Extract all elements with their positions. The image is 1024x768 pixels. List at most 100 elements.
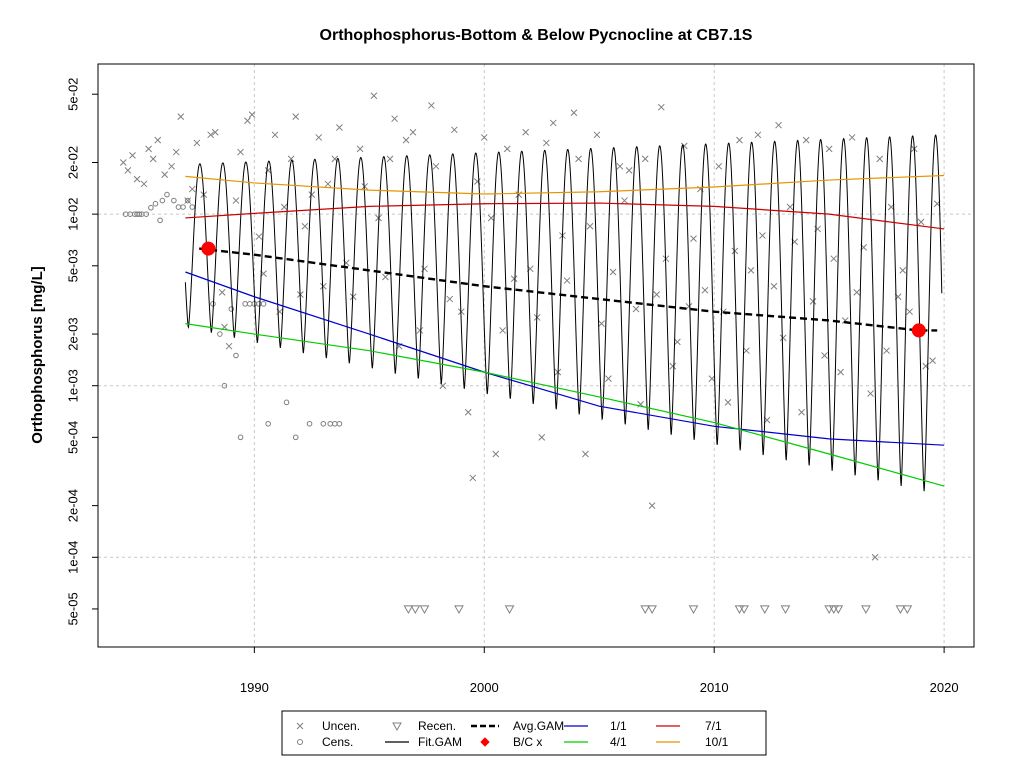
legend-entry: Cens. [297,735,353,749]
uncensored-point [255,233,263,240]
uncensored-point [731,247,739,255]
uncensored-point [701,286,709,294]
legend-label: 7/1 [705,719,722,733]
y-tick-label: 2e-04 [65,489,80,522]
uncensored-point [867,390,874,397]
uncensored-point [929,357,936,364]
uncensored-point [177,113,185,121]
uncensored-point [119,159,127,166]
uncensored-point [469,474,477,482]
y-tick-label: 5e-03 [65,249,80,282]
legend-entry: 1/1 [564,719,627,733]
legend: Uncen. Cens. Recen. Fit.GAM Avg.GAM B/C x 1/1 4… [281,710,767,756]
uncensored-point [324,180,332,188]
uncensored-point [432,162,440,170]
recensored-point [895,605,906,614]
uncensored-point [779,334,787,342]
uncensored-point [409,128,417,136]
censored-point [217,331,223,337]
uncensored-point [690,235,697,242]
uncensored-point [510,275,518,283]
censored-point [265,420,271,427]
legend-entry: 10/1 [656,735,729,749]
legend-label: Recen. [418,719,456,733]
uncensored-point [244,117,251,125]
uncensored-point [140,180,148,188]
legend-label: Avg.GAM [513,719,564,733]
uncensored-point [184,197,192,204]
uncensored-point [464,408,472,416]
censored-point [228,306,235,312]
uncensored-point [609,268,617,276]
censored-point [171,197,177,204]
censored-point [306,420,313,427]
legend-box [281,710,767,756]
uncensored-point [825,145,833,153]
uncensored-point [129,152,136,159]
uncensored-point [402,136,410,144]
uncensored-point [271,131,279,139]
censored-point [283,399,290,406]
uncensored-point [248,111,256,119]
uncensored-point [563,277,571,284]
uncensored-point [906,308,913,316]
series-line-4-1 [185,323,945,487]
uncensored-point [172,148,180,156]
x-tick-label: 1990 [240,680,269,695]
censored-point [143,211,150,217]
uncensored-point [487,214,495,222]
chart-title: Orthophosphorus-Bottom & Below Pycnoclin… [320,27,753,44]
legend-entry: Recen. [392,719,456,733]
recensored-point [739,605,749,614]
y-tick-label: 5e-02 [65,78,80,111]
uncensored-point [188,185,196,193]
uncensored-point [211,128,219,136]
series-line-7-1 [185,202,945,230]
legend-entry: Avg.GAM [471,719,564,733]
uncensored-point [542,139,550,147]
uncensored-point [802,136,810,144]
uncensored-point [917,218,925,226]
uncensored-point [161,171,169,178]
uncensored-point [871,553,879,561]
uncensored-point [747,267,755,274]
plot-frame [97,63,975,648]
uncensored-point [145,145,152,153]
recensored-point [403,605,414,614]
uncensored-point [391,115,398,123]
legend-entry: 4/1 [564,735,627,749]
uncensored-point [754,131,762,139]
uncensored-point [605,375,612,382]
uncensored-point [522,128,530,136]
recensored-point [454,605,464,614]
y-tick-label: 5e-04 [65,421,80,454]
uncensored-point [724,398,732,406]
uncensored-point [207,131,215,139]
recensored-point [734,605,745,614]
uncensored-point [876,155,884,163]
legend-label: B/C x [513,735,542,749]
avg-gam-line [199,247,938,332]
uncensored-point [451,126,458,134]
uncensored-point [428,102,435,109]
y-tick-label: 2e-03 [65,317,80,350]
uncensored-point [439,382,447,390]
uncensored-point [759,232,766,239]
legend-label: 10/1 [705,735,729,749]
uncensored-point [770,282,778,290]
recensored-point [902,605,913,614]
censored-point [184,197,191,204]
uncensored-point [124,166,132,174]
x-tick-label: 2010 [700,680,729,695]
legend-label: 4/1 [610,735,627,749]
uncensored-point [743,347,750,355]
uncensored-point [837,368,844,376]
legend-label: Fit.GAM [418,735,462,749]
bc-point [911,323,926,338]
uncensored-point [237,148,244,156]
uncensored-point [575,155,582,163]
uncensored-point [287,155,295,163]
uncensored-point [218,289,226,296]
